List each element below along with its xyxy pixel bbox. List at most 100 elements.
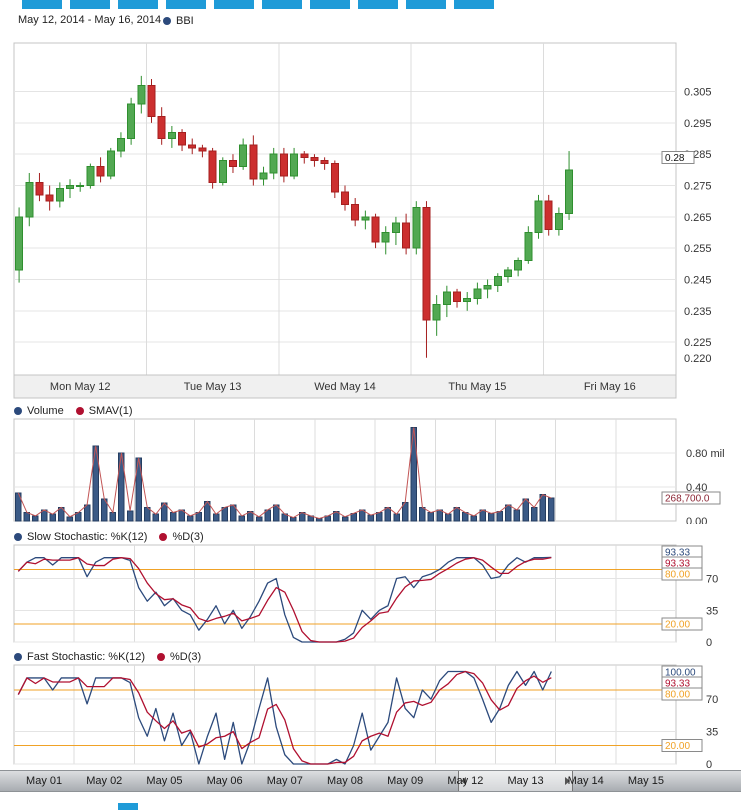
fast-stochastic-value-text: 20.00 (665, 741, 690, 752)
volume-bar (548, 497, 555, 522)
candle-body (442, 291, 451, 306)
candle-body (198, 147, 207, 152)
volume-bar (470, 515, 478, 522)
candle-body (544, 200, 553, 230)
price-y-tick-label: 0.255 (684, 243, 712, 255)
current-price-text: 0.28 (665, 153, 685, 164)
fast-k-legend-label: Fast Stochastic: %K(12) (27, 651, 145, 663)
price-y-tick-label: 0.305 (684, 87, 712, 99)
fast-stochastic-y-tick-label: 70 (706, 694, 718, 706)
candle-body (55, 188, 64, 202)
top-tab-2[interactable] (70, 0, 110, 9)
fast-stochastic-legend: Fast Stochastic: %K(12) %D(3) (14, 650, 213, 664)
candle-body (96, 166, 105, 177)
price-y-tick-label: 0.235 (684, 306, 712, 318)
bottom-axis-label: May 05 (146, 775, 183, 787)
candle-body (371, 216, 380, 243)
slow-k-series-dot-icon (14, 533, 22, 541)
slow-stochastic-y-tick-label: 35 (706, 605, 718, 617)
candle-body (269, 153, 278, 174)
candle-body (402, 222, 411, 249)
price-y-tick-label: 0.295 (684, 118, 712, 130)
volume-bar (367, 514, 375, 522)
volume-y-tick-label: 0.40 (686, 482, 707, 494)
bottom-axis-label: May 14 (567, 775, 604, 787)
volume-bar (522, 498, 529, 522)
slow-stochastic-value-text: 93.33 (665, 548, 690, 559)
slow-stochastic-value-text: 80.00 (665, 570, 690, 581)
price-candlestick-chart[interactable]: 0.3050.2950.2850.2750.2650.2550.2450.235… (0, 36, 741, 401)
volume-current-value-box (661, 491, 721, 505)
slow-stochastic-k-line (17, 556, 552, 643)
candle-body (300, 153, 309, 158)
slow-stochastic-value-text: 93.33 (665, 559, 690, 570)
current-price-box (661, 150, 695, 164)
candle-body (249, 144, 258, 180)
volume-legend: Volume SMAV(1) (14, 404, 145, 418)
symbol-label: BBI (176, 15, 194, 27)
slow-stochastic-legend: Slow Stochastic: %K(12) %D(3) (14, 530, 216, 544)
bottom-axis-label: May 07 (266, 775, 303, 787)
volume-series-dot-icon (14, 407, 22, 415)
volume-bar (530, 506, 538, 522)
smav-line (17, 427, 552, 519)
candle-body (422, 206, 431, 321)
slow-stochastic-value-box (661, 567, 703, 581)
candle-body (534, 200, 543, 233)
candle-body (351, 203, 360, 221)
candle-body (228, 159, 237, 168)
volume-bar (152, 513, 160, 522)
candle-body (279, 153, 288, 177)
candle-body (15, 216, 24, 271)
candle-body (391, 222, 400, 233)
price-y-tick-label: 0.265 (684, 212, 712, 224)
fast-stochastic-d-line (17, 670, 552, 765)
volume-plot-area[interactable] (13, 418, 677, 522)
volume-bar (419, 506, 426, 522)
top-tab-8[interactable] (358, 0, 398, 9)
slow-stochastic-value-text: 20.00 (665, 619, 690, 630)
bottom-axis-label: May 02 (86, 775, 123, 787)
top-tab-3[interactable] (118, 0, 158, 9)
candle-body (381, 231, 390, 243)
scroll-right-arrow-icon[interactable] (565, 777, 571, 785)
price-x-label: Tue May 13 (184, 381, 242, 393)
candle-body (493, 275, 502, 287)
volume-bar (212, 513, 220, 522)
scroll-left-arrow-icon[interactable] (460, 777, 466, 785)
date-range-label: May 12, 2014 - May 16, 2014 (18, 14, 162, 26)
slow-k-legend-label: Slow Stochastic: %K(12) (27, 531, 148, 543)
top-tab-10[interactable] (454, 0, 494, 9)
volume-bar (32, 515, 39, 522)
fast-stochastic-plot-area[interactable] (13, 664, 677, 765)
candle-body (157, 116, 166, 140)
volume-bar (513, 509, 521, 522)
price-y-tick-label: 0.275 (684, 181, 712, 193)
top-tab-9[interactable] (406, 0, 446, 9)
top-tab-5[interactable] (214, 0, 254, 9)
volume-bar (255, 516, 263, 522)
candle-body (167, 131, 176, 140)
top-tab-6[interactable] (262, 0, 302, 9)
candle-body (432, 304, 441, 321)
top-tab-4[interactable] (166, 0, 206, 9)
bottom-axis-label: May 09 (387, 775, 424, 787)
fast-stochastic-value-box (661, 687, 703, 701)
candle-body (310, 156, 319, 161)
date-range-scrollbar[interactable]: May 01 May 02 May 05 May 06 May 07 May 08 May … (0, 770, 741, 792)
candle-body (341, 191, 349, 205)
symbol-series-dot-icon (163, 17, 171, 25)
candle-body (86, 166, 95, 187)
scrollbar-selection-window[interactable] (457, 771, 574, 791)
fast-k-series-dot-icon (14, 653, 22, 661)
smav-series-dot-icon (75, 407, 84, 415)
volume-chart[interactable]: 0.80 mil 0.40 0.00 268,700.0 (0, 418, 741, 524)
price-x-axis-strip (13, 374, 677, 399)
fast-stochastic-k-line (17, 670, 552, 765)
volume-bar (427, 512, 435, 522)
top-tab-7[interactable] (310, 0, 350, 9)
top-tab-1[interactable] (22, 0, 62, 9)
